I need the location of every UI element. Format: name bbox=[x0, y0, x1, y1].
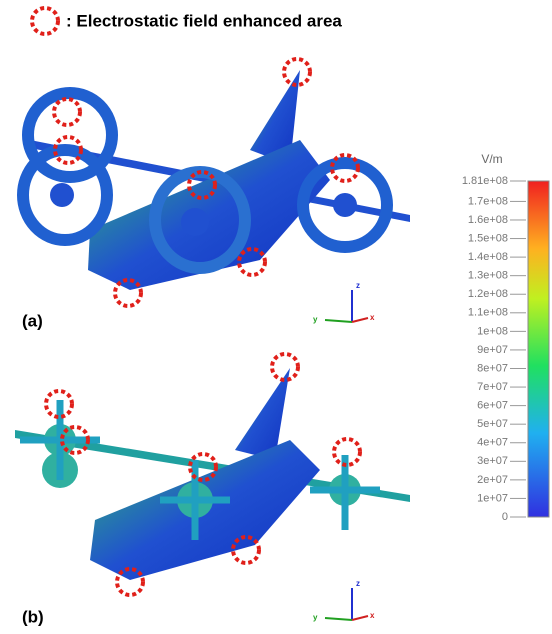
colorbar-tick-label: 4e+07 bbox=[477, 437, 508, 449]
colorbar-tick-label: 8e+07 bbox=[477, 362, 508, 374]
colorbar-tick-label: 3e+07 bbox=[477, 455, 508, 467]
colorbar-tick-label: 1.5e+08 bbox=[468, 232, 508, 244]
legend-marker bbox=[32, 8, 58, 34]
colorbar bbox=[528, 181, 549, 517]
colorbar-tick-label: 9e+07 bbox=[477, 344, 508, 356]
colorbar-tick-label: 1.6e+08 bbox=[468, 214, 508, 226]
axis-label: y bbox=[313, 315, 318, 324]
colorbar-tick-label: 1e+07 bbox=[477, 492, 508, 504]
colorbar-tick-label: 1.7e+08 bbox=[468, 195, 508, 207]
colorbar-tick-label: 7e+07 bbox=[477, 381, 508, 393]
axis-triad: z y x bbox=[313, 579, 375, 622]
axis-label: x bbox=[370, 313, 375, 322]
panel-label: (b) bbox=[22, 607, 44, 626]
colorbar-unit: V/m bbox=[481, 152, 502, 166]
colorbar-ticks: 1.81e+08 1.7e+08 1.6e+08 1.5e+08 1.4e+08 1.3e… bbox=[462, 175, 526, 523]
axis-label: z bbox=[356, 281, 360, 290]
colorbar-tick-label: 2e+07 bbox=[477, 474, 508, 486]
colorbar-tick-label: 1.2e+08 bbox=[468, 288, 508, 300]
colorbar-tick-label: 1.1e+08 bbox=[468, 307, 508, 319]
panel-label: (a) bbox=[22, 311, 43, 330]
axis-label: z bbox=[356, 579, 360, 588]
colorbar-tick-label: 1.3e+08 bbox=[468, 270, 508, 282]
colorbar-tick-label: 0 bbox=[502, 511, 508, 523]
field-marker bbox=[54, 99, 80, 125]
axis-label: y bbox=[313, 613, 318, 622]
colorbar-tick-label: 1.81e+08 bbox=[462, 175, 508, 187]
colorbar-tick-label: 5e+07 bbox=[477, 418, 508, 430]
figure: : Electrostatic field enhanced area (a) … bbox=[0, 0, 552, 634]
axis-label: x bbox=[370, 611, 375, 620]
colorbar-tick-label: 1.4e+08 bbox=[468, 251, 508, 263]
colorbar-tick-label: 6e+07 bbox=[477, 400, 508, 412]
colorbar-tick-label: 1e+08 bbox=[477, 325, 508, 337]
axis-triad: z y x bbox=[313, 281, 375, 324]
legend-text: : Electrostatic field enhanced area bbox=[66, 11, 342, 30]
aircraft-a bbox=[23, 70, 410, 290]
